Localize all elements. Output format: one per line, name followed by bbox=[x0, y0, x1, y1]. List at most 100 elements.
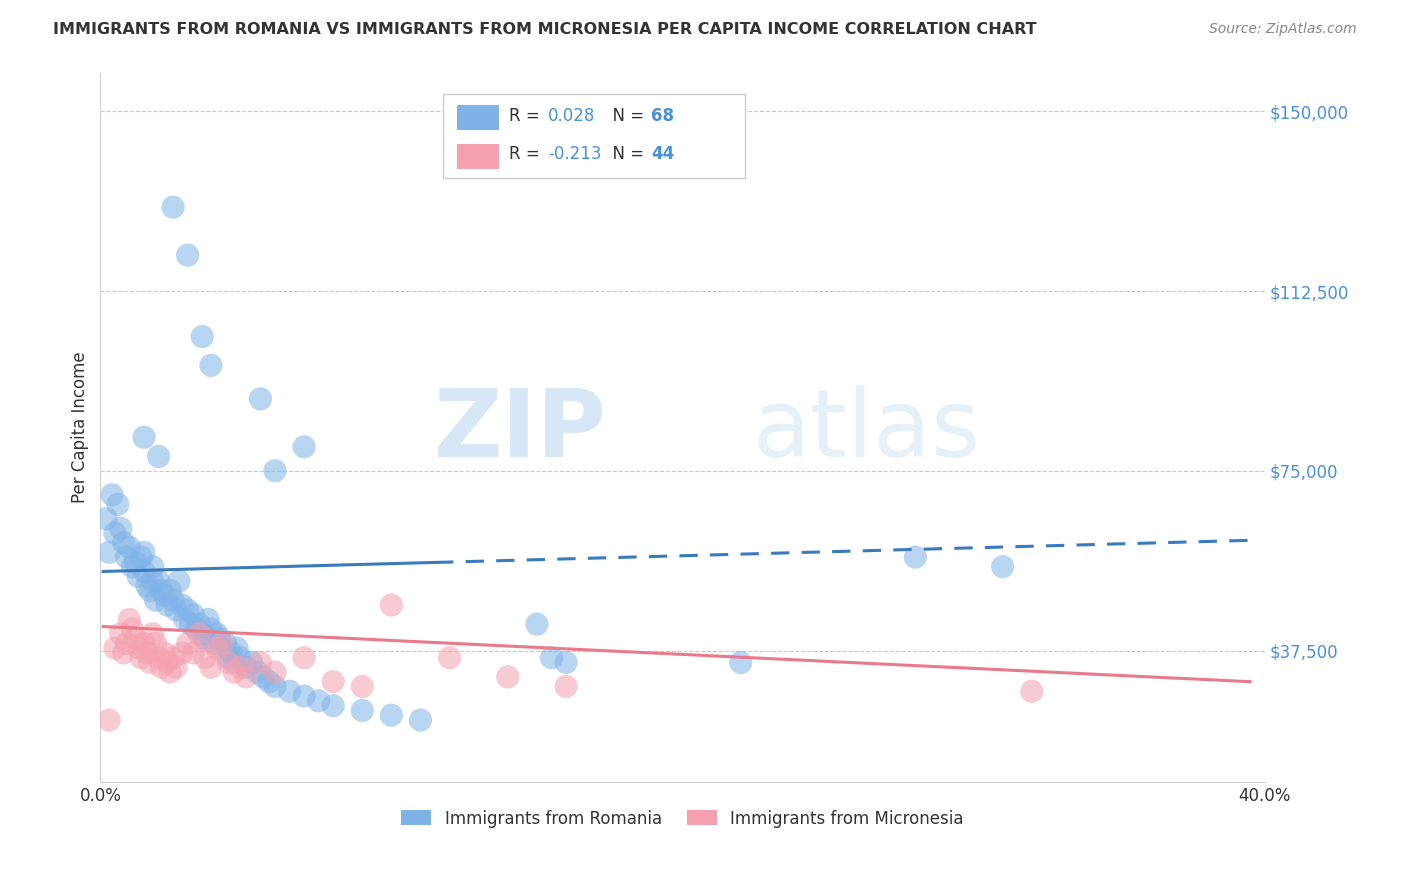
Point bbox=[264, 665, 287, 679]
Y-axis label: Per Capita Income: Per Capita Income bbox=[72, 351, 89, 503]
Point bbox=[139, 656, 162, 670]
Point bbox=[124, 632, 146, 646]
Point bbox=[257, 674, 280, 689]
Point bbox=[191, 329, 214, 343]
Point bbox=[235, 660, 257, 674]
Point bbox=[159, 665, 181, 679]
Point bbox=[246, 665, 269, 679]
Point bbox=[200, 359, 222, 373]
Point bbox=[173, 612, 195, 626]
Point bbox=[208, 632, 231, 646]
Point bbox=[170, 598, 193, 612]
Point bbox=[202, 636, 225, 650]
Point bbox=[235, 670, 257, 684]
Point bbox=[904, 550, 927, 565]
Point bbox=[555, 656, 578, 670]
Point bbox=[115, 550, 138, 565]
Point bbox=[200, 660, 222, 674]
Point bbox=[264, 680, 287, 694]
Point bbox=[1021, 684, 1043, 698]
Point bbox=[167, 574, 190, 588]
Point bbox=[135, 646, 157, 660]
Point bbox=[110, 521, 132, 535]
Point bbox=[98, 713, 121, 727]
Point bbox=[194, 632, 217, 646]
Text: Source: ZipAtlas.com: Source: ZipAtlas.com bbox=[1209, 22, 1357, 37]
Point bbox=[96, 512, 118, 526]
Point bbox=[211, 641, 233, 656]
Point bbox=[292, 440, 315, 454]
Point bbox=[308, 694, 330, 708]
Point bbox=[176, 603, 198, 617]
Point bbox=[142, 559, 165, 574]
Point bbox=[439, 650, 461, 665]
Point bbox=[249, 656, 271, 670]
Point bbox=[200, 622, 222, 636]
Point bbox=[278, 684, 301, 698]
Point bbox=[135, 579, 157, 593]
Point bbox=[252, 670, 274, 684]
Point bbox=[240, 656, 263, 670]
Point bbox=[148, 574, 170, 588]
Point bbox=[127, 641, 149, 656]
Point bbox=[409, 713, 432, 727]
Point bbox=[380, 598, 402, 612]
Point bbox=[380, 708, 402, 723]
Point bbox=[104, 526, 127, 541]
Point bbox=[132, 565, 155, 579]
Legend: Immigrants from Romania, Immigrants from Micronesia: Immigrants from Romania, Immigrants from… bbox=[395, 803, 970, 834]
Point bbox=[112, 646, 135, 660]
Point bbox=[176, 636, 198, 650]
Point bbox=[132, 430, 155, 444]
Point bbox=[145, 593, 167, 607]
Point bbox=[101, 488, 124, 502]
Text: 68: 68 bbox=[651, 107, 673, 125]
Point bbox=[191, 627, 214, 641]
Text: R =: R = bbox=[509, 145, 546, 163]
Point bbox=[110, 627, 132, 641]
Point bbox=[211, 636, 233, 650]
Point bbox=[118, 612, 141, 626]
Point bbox=[142, 627, 165, 641]
Point bbox=[249, 392, 271, 406]
Point bbox=[322, 698, 344, 713]
Point bbox=[205, 641, 228, 656]
Point bbox=[183, 607, 205, 622]
Point bbox=[153, 589, 176, 603]
Point bbox=[214, 636, 236, 650]
Point bbox=[118, 541, 141, 555]
Point bbox=[224, 665, 246, 679]
Text: ZIP: ZIP bbox=[434, 385, 607, 477]
Point bbox=[991, 559, 1014, 574]
Point bbox=[186, 622, 208, 636]
Text: 44: 44 bbox=[651, 145, 675, 163]
Point bbox=[217, 650, 239, 665]
Point bbox=[121, 559, 143, 574]
Point bbox=[156, 656, 179, 670]
Point bbox=[217, 656, 239, 670]
Point bbox=[555, 680, 578, 694]
Point bbox=[194, 650, 217, 665]
Point bbox=[188, 617, 211, 632]
Point bbox=[148, 450, 170, 464]
Point bbox=[229, 650, 252, 665]
Point bbox=[162, 650, 184, 665]
Text: R =: R = bbox=[509, 107, 546, 125]
Point bbox=[224, 656, 246, 670]
Point bbox=[132, 545, 155, 559]
Point bbox=[127, 569, 149, 583]
Point bbox=[132, 636, 155, 650]
Point bbox=[129, 550, 152, 565]
Point bbox=[150, 660, 173, 674]
Point bbox=[121, 622, 143, 636]
Point bbox=[159, 583, 181, 598]
Point bbox=[124, 555, 146, 569]
Point bbox=[162, 593, 184, 607]
Point bbox=[352, 703, 374, 717]
Point bbox=[322, 674, 344, 689]
Point bbox=[264, 464, 287, 478]
Text: IMMIGRANTS FROM ROMANIA VS IMMIGRANTS FROM MICRONESIA PER CAPITA INCOME CORRELAT: IMMIGRANTS FROM ROMANIA VS IMMIGRANTS FR… bbox=[53, 22, 1038, 37]
Point bbox=[148, 650, 170, 665]
Point bbox=[205, 627, 228, 641]
Point bbox=[156, 598, 179, 612]
